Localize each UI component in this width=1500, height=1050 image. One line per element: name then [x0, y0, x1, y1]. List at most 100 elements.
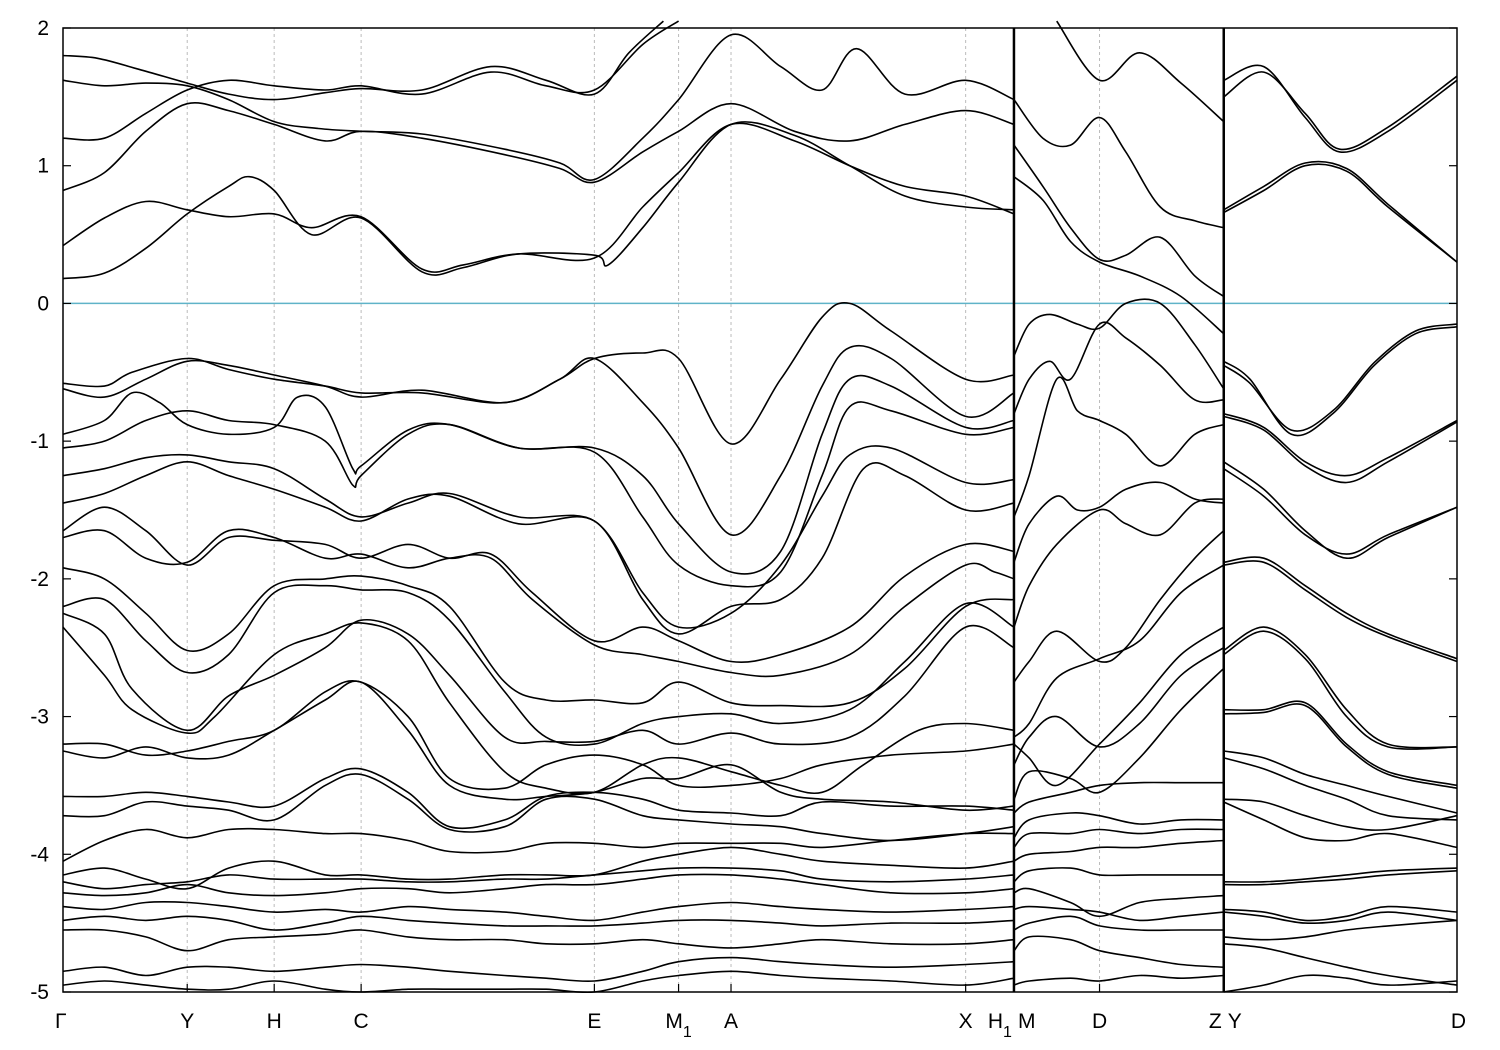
x-tick-label: Γ [55, 1010, 67, 1033]
band-line [62, 612, 1015, 746]
band-line [1223, 556, 1458, 660]
band-line [62, 928, 1015, 952]
x-tick-label: Y [1228, 1010, 1242, 1033]
x-axis-ticks: Γ Y H C E M1 A X H1 M D Z Y D [55, 984, 1466, 1041]
band-line [62, 121, 1015, 280]
band-line [1223, 415, 1458, 484]
band-line [62, 567, 1015, 708]
band-line [1013, 974, 1224, 986]
band-line [1013, 144, 1225, 298]
band-line [62, 344, 1015, 536]
band-line [1013, 564, 1225, 738]
band-line [1013, 376, 1224, 518]
band-line [62, 506, 1015, 663]
band-line [1056, 20, 1225, 123]
band-line [1013, 905, 1224, 922]
y-tick-label: -4 [30, 843, 49, 866]
band-line [1223, 867, 1458, 883]
band-line [1013, 298, 1225, 390]
band-line [1223, 700, 1458, 787]
band-line [62, 767, 1015, 830]
band-line [1013, 99, 1224, 229]
band-line [1223, 163, 1458, 263]
y-tick-label: -3 [30, 706, 49, 729]
band-line [1013, 828, 1224, 848]
band-line [1223, 461, 1458, 560]
band-line [62, 970, 1015, 994]
y-tick-label: -1 [30, 430, 49, 453]
x-tick-label: M [1018, 1010, 1036, 1033]
plot-frame [62, 27, 1458, 993]
band-line [62, 401, 1015, 588]
band-line [1013, 647, 1225, 766]
band-line [1013, 839, 1224, 862]
band-line [1223, 757, 1458, 821]
x-tick-label: H [267, 1010, 282, 1033]
band-line [1013, 812, 1224, 839]
band-line [1013, 915, 1224, 932]
band-line [1013, 887, 1224, 918]
band-line [1223, 905, 1458, 922]
x-tick-label: C [354, 1010, 369, 1033]
band-line [1013, 498, 1224, 628]
x-tick-label: A [724, 1010, 738, 1033]
x-tick-label: Y [180, 1010, 194, 1033]
band-line [1223, 974, 1458, 993]
y-tick-label: 1 [37, 155, 49, 178]
x-tick-label: E [587, 1010, 601, 1033]
band-line [1013, 481, 1224, 563]
band-line [62, 302, 1015, 445]
band-line [62, 33, 1015, 181]
band-line [62, 528, 1015, 678]
band-line [1013, 176, 1225, 335]
band-line [62, 20, 664, 101]
y-tick-label: 2 [37, 17, 49, 40]
x-tick-label: H1 [988, 1010, 1012, 1041]
band-line [62, 584, 1015, 747]
band-line [1223, 160, 1458, 263]
band-line [1223, 323, 1458, 432]
band-line [62, 846, 1015, 890]
band-line [1223, 798, 1458, 831]
x-tick-label: X [959, 1010, 973, 1033]
x-tick-label: Z [1209, 1010, 1222, 1033]
band-line [62, 622, 1015, 795]
band-line [62, 445, 1015, 629]
y-tick-label: -2 [30, 568, 49, 591]
band-line [62, 773, 1015, 842]
band-line [1223, 870, 1458, 886]
band-line [62, 866, 1015, 890]
band-line [1013, 626, 1225, 787]
x-tick-label: M1 [665, 1010, 692, 1041]
band-line [1223, 626, 1458, 749]
band-line [62, 915, 1015, 931]
band-lines [62, 20, 1458, 994]
band-line [62, 956, 1015, 983]
x-tick-label: D [1451, 1010, 1466, 1033]
segment-breaks [1012, 28, 1225, 992]
band-line [1013, 530, 1225, 683]
band-line [1223, 64, 1458, 153]
band-line [1013, 667, 1225, 800]
band-line [1013, 781, 1224, 814]
band-line [1223, 801, 1458, 849]
band-line [62, 873, 1015, 897]
band-line [1223, 911, 1458, 925]
band-line [1223, 468, 1458, 555]
band-line [1013, 321, 1224, 414]
band-line [62, 900, 1015, 922]
band-line [1223, 412, 1458, 477]
band-line [62, 20, 680, 141]
band-line [1223, 560, 1458, 663]
band-line [62, 461, 1015, 635]
y-tick-label: -5 [30, 981, 49, 1004]
y-tick-label: 0 [37, 292, 49, 315]
band-line [1223, 750, 1458, 814]
band-line [62, 374, 1015, 575]
band-line [1223, 630, 1458, 750]
band-line [62, 827, 1015, 862]
band-line [62, 122, 1015, 273]
x-tick-label: D [1092, 1010, 1107, 1033]
band-line [62, 680, 1015, 812]
